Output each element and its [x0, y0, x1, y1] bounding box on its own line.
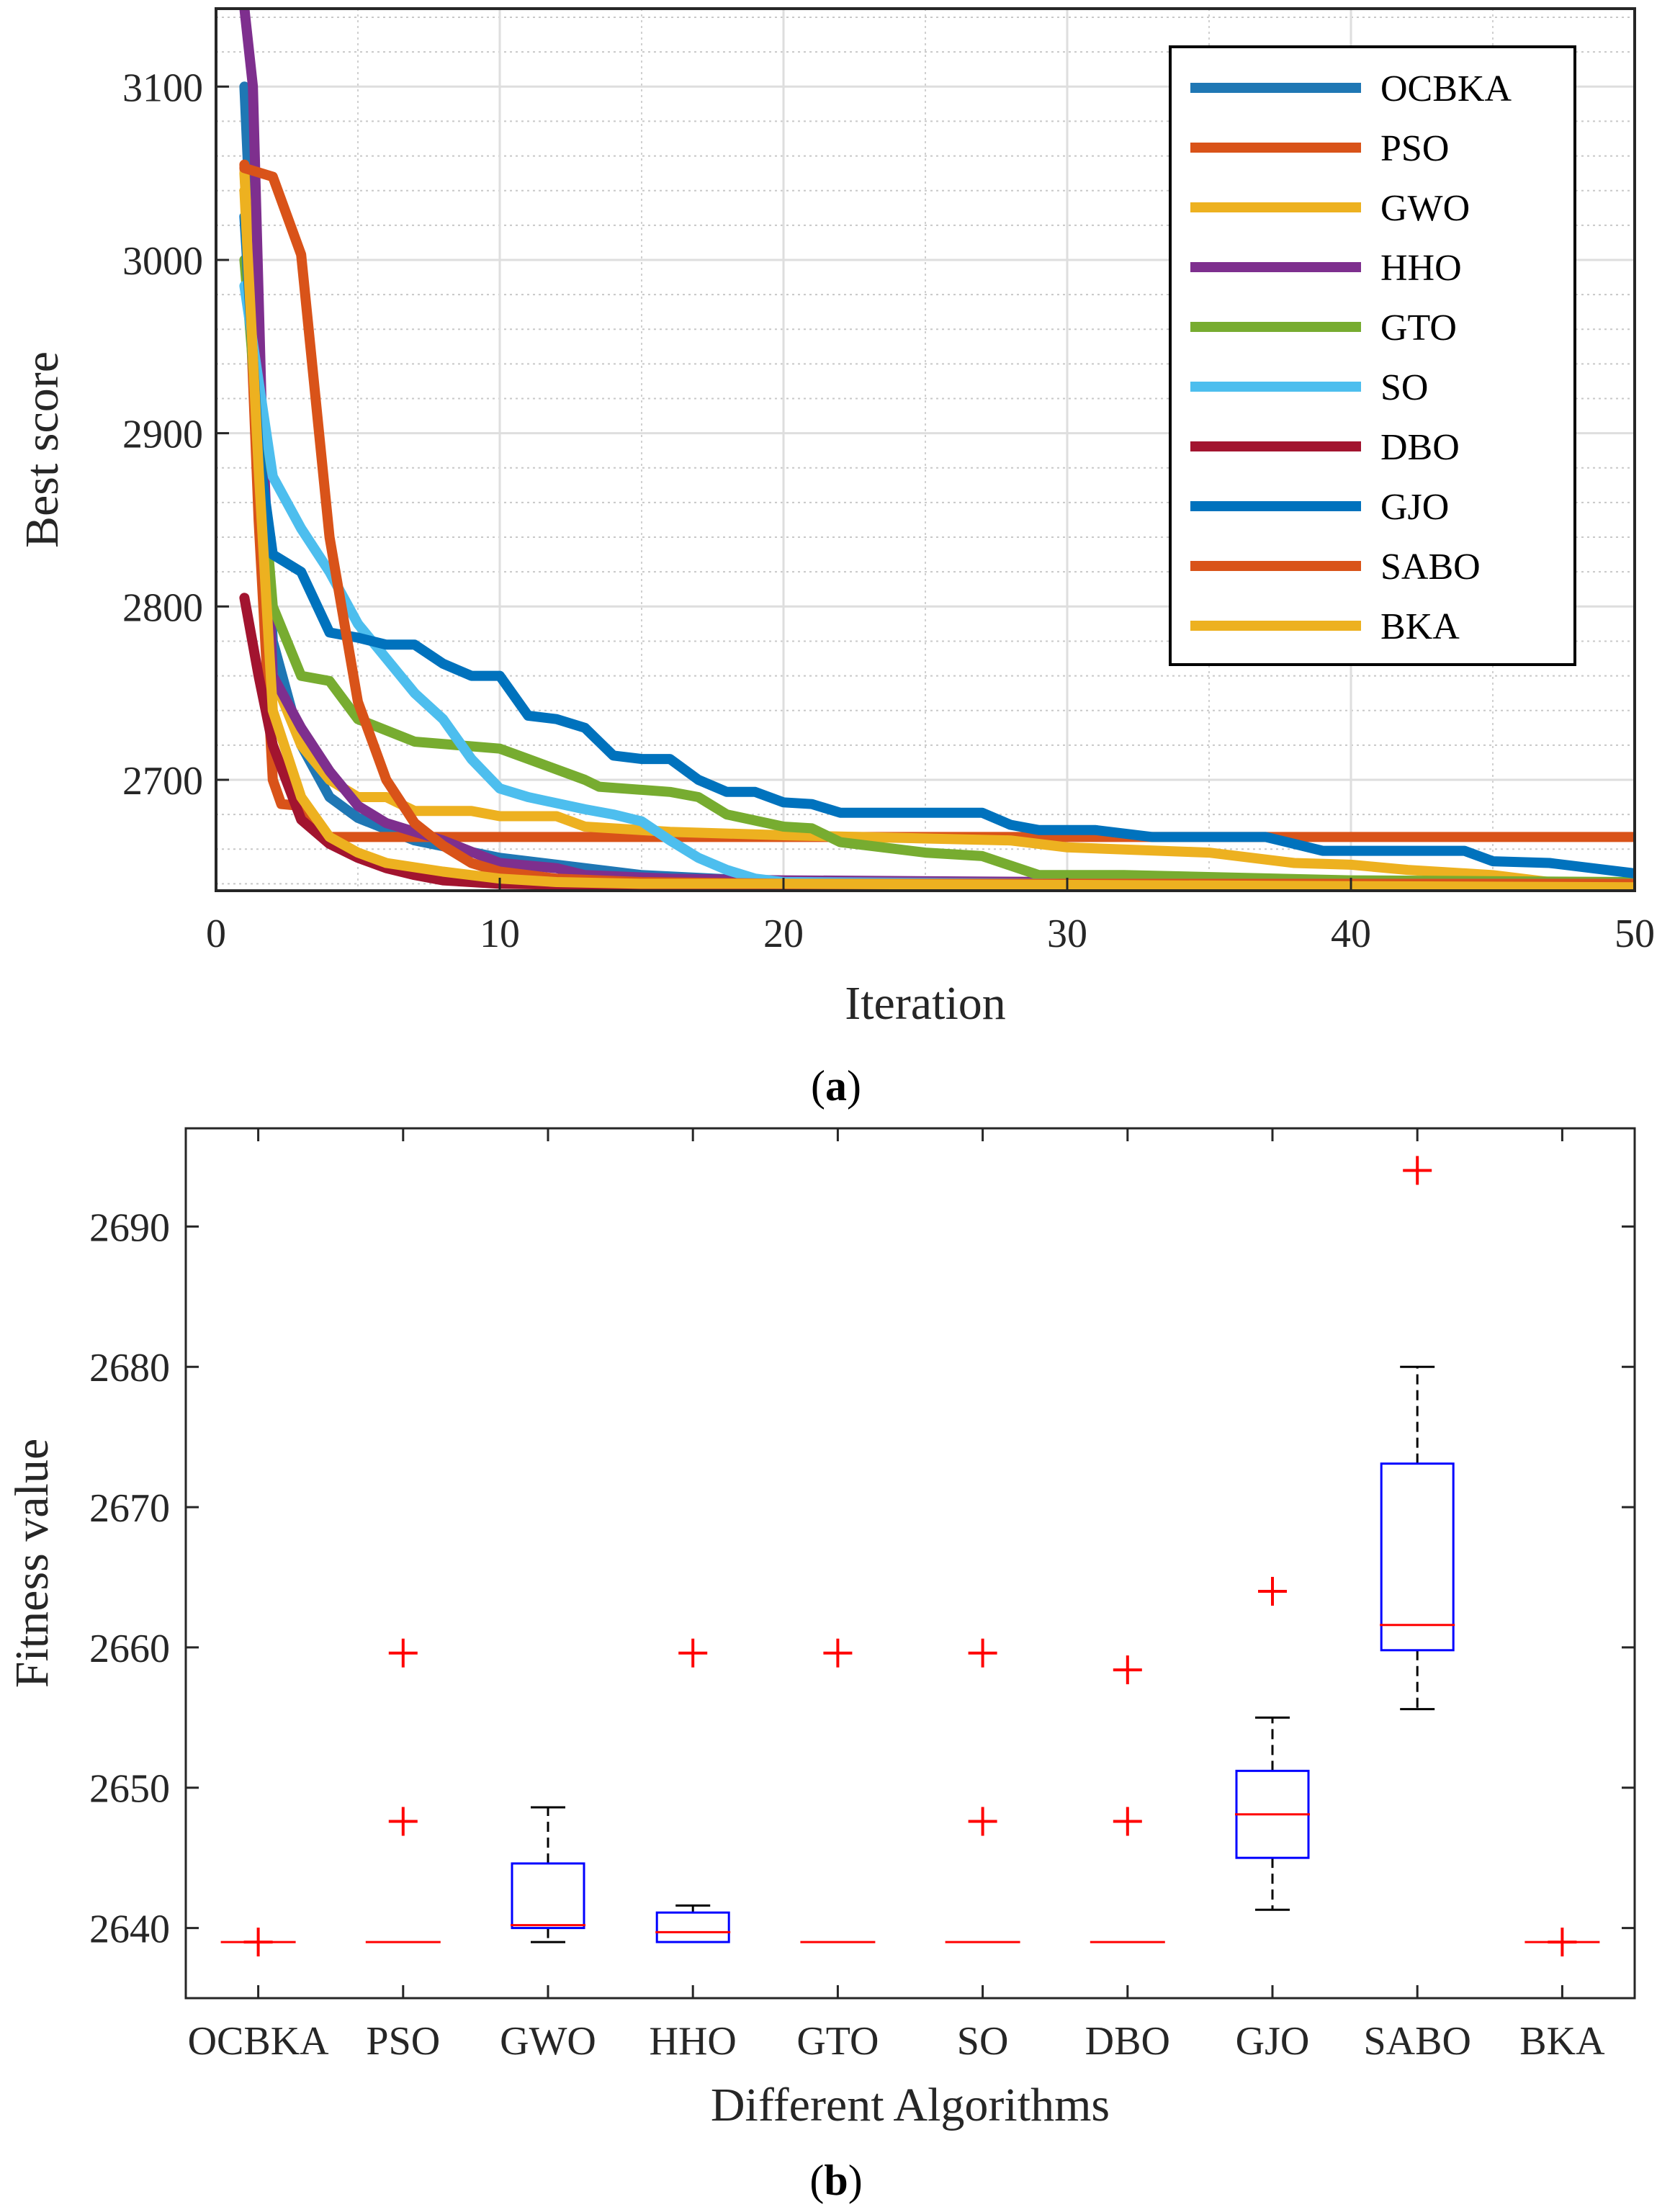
- box-bka: [1524, 1928, 1600, 1957]
- legend-box: [1169, 45, 1576, 666]
- x-tick-label: DBO: [1085, 2019, 1170, 2064]
- series-line-gjo: [239, 211, 1635, 878]
- boxplot-chart: 2640 2650 2660 2670 2680 2690 OCBKA PSO GWO HHO GT…: [6, 1127, 1636, 2204]
- outlier-marker: [1113, 1807, 1142, 1836]
- x-axis-label: Different Algorithms: [711, 2079, 1110, 2131]
- outlier-marker: [1403, 1156, 1432, 1185]
- box-so: [945, 1638, 1020, 1943]
- x-tick-label: 20: [763, 912, 804, 956]
- box-ocbka: [220, 1928, 296, 1957]
- plot-frame: [184, 1127, 1636, 2000]
- plot-frame: [215, 7, 1636, 892]
- y-tick-label: 3000: [122, 239, 203, 284]
- legend-label-dbo: DBO: [1380, 427, 1460, 468]
- iqr-box: [1380, 1462, 1455, 1652]
- y-axis-label: Best score: [16, 351, 68, 548]
- legend-label-sabo: SABO: [1380, 547, 1481, 588]
- outlier-marker: [388, 1807, 418, 1836]
- convergence-chart: 0 10 20 30 40 50 2700 2800 2900 3000 3100 Iteratio…: [16, 7, 1655, 1110]
- x-tick-label: 0: [206, 912, 226, 956]
- legend-label-bka: BKA: [1380, 606, 1460, 647]
- x-tick-label: SO: [957, 2019, 1009, 2064]
- box-gto: [800, 1638, 876, 1943]
- series-line-so: [239, 281, 1635, 889]
- y-tick-label: 2700: [122, 759, 203, 804]
- outlier-marker: [388, 1638, 418, 1668]
- outlier-marker: [1548, 1928, 1577, 1957]
- axis-ticks: 2640 2650 2660 2670 2680 2690 OCBKA PSO GWO HHO GT…: [89, 1128, 1635, 2064]
- outlier-marker: [243, 1928, 273, 1957]
- outlier-marker: [968, 1807, 997, 1836]
- panel-caption-b: (b): [809, 2157, 862, 2204]
- x-tick-label: GWO: [500, 2019, 596, 2064]
- outlier-marker: [1113, 1655, 1142, 1685]
- y-tick-label: 2640: [89, 1907, 170, 1952]
- y-tick-label: 3100: [122, 66, 203, 110]
- legend-label-pso: PSO: [1380, 128, 1449, 169]
- x-tick-label: SABO: [1364, 2019, 1471, 2064]
- y-tick-label: 2690: [89, 1205, 170, 1250]
- caption-letter: b: [824, 2157, 848, 2204]
- outlier-marker: [968, 1638, 997, 1668]
- box-gjo: [1235, 1576, 1310, 1911]
- box-dbo: [1090, 1655, 1165, 1943]
- x-tick-label: 40: [1331, 912, 1371, 956]
- x-tick-label: GTO: [796, 2019, 879, 2064]
- y-tick-label: 2670: [89, 1486, 170, 1531]
- x-tick-label: 50: [1615, 912, 1655, 956]
- box-hho: [655, 1638, 731, 1943]
- x-tick-label: 30: [1047, 912, 1087, 956]
- x-tick-label: GJO: [1236, 2019, 1310, 2064]
- y-tick-label: 2800: [122, 585, 203, 630]
- legend-label-gjo: GJO: [1380, 487, 1449, 528]
- legend-label-gwo: GWO: [1380, 188, 1470, 229]
- legend-label-so: SO: [1380, 367, 1428, 408]
- legend: OCBKA PSO GWO HHO GTO SO DBO GJO SABO BKA: [1169, 45, 1576, 666]
- y-tick-label: 2680: [89, 1346, 170, 1390]
- series-line-bka: [239, 185, 1635, 891]
- x-axis-label: Iteration: [845, 977, 1006, 1030]
- outlier-marker: [678, 1638, 708, 1668]
- box-sabo: [1380, 1156, 1455, 1711]
- x-tick-label: BKA: [1519, 2019, 1605, 2064]
- series-line-gto: [239, 255, 1635, 887]
- iqr-box: [655, 1911, 730, 1943]
- iqr-box: [511, 1862, 585, 1930]
- y-tick-label: 2900: [122, 413, 203, 457]
- outlier-marker: [823, 1638, 853, 1668]
- boxes: [220, 1156, 1600, 1957]
- legend-label-gto: GTO: [1380, 307, 1457, 349]
- series-line-gwo: [239, 168, 1635, 889]
- legend-label-ocbka: OCBKA: [1380, 68, 1512, 109]
- box-gwo: [511, 1806, 585, 1943]
- y-tick-label: 2650: [89, 1767, 170, 1812]
- y-axis-label: Fitness value: [6, 1439, 58, 1688]
- caption-letter: a: [825, 1062, 847, 1110]
- panel-caption-a: (a): [811, 1062, 861, 1110]
- outlier-marker: [1258, 1576, 1287, 1606]
- legend-label-hho: HHO: [1380, 248, 1462, 289]
- y-tick-label: 2660: [89, 1627, 170, 1671]
- axis-ticks: 0 10 20 30 40 50 2700 2800 2900 3000 3100: [122, 66, 1655, 956]
- x-tick-label: 10: [480, 912, 520, 956]
- x-tick-label: OCBKA: [188, 2019, 330, 2064]
- x-tick-label: HHO: [650, 2019, 737, 2064]
- x-tick-label: PSO: [366, 2019, 440, 2064]
- box-pso: [365, 1638, 441, 1943]
